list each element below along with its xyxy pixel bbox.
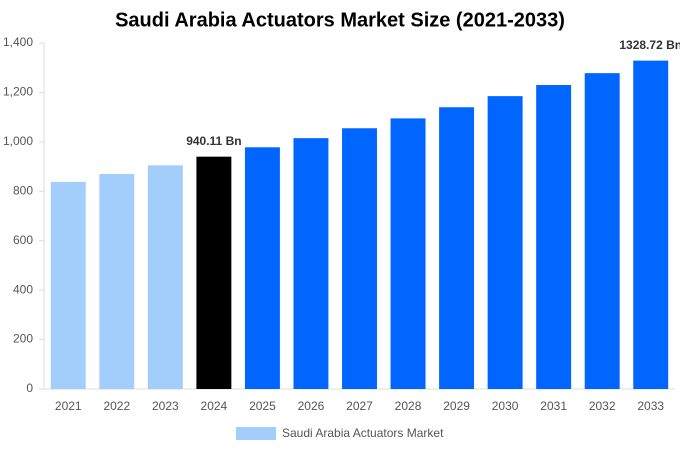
- bar: [536, 85, 572, 389]
- bar: [342, 128, 377, 389]
- value-label: 1328.72 Bn: [619, 38, 680, 52]
- bar: [439, 107, 475, 389]
- y-tick-label: 200: [13, 332, 33, 346]
- y-tick-label: 800: [13, 183, 33, 197]
- y-tick-label: 1,400: [3, 35, 33, 49]
- legend-label: Saudi Arabia Actuators Market: [282, 426, 444, 440]
- x-tick-label: 2024: [201, 399, 228, 413]
- x-tick-label: 2028: [395, 399, 422, 413]
- x-tick-label: 2032: [589, 399, 616, 413]
- bar: [633, 60, 669, 390]
- legend-swatch: [236, 427, 276, 440]
- y-tick-label: 1,200: [3, 85, 33, 99]
- x-tick-label: 2025: [249, 399, 276, 413]
- bar: [196, 156, 232, 389]
- x-tick-label: 2023: [152, 399, 179, 413]
- x-tick-label: 2027: [346, 399, 373, 413]
- x-tick-label: 2022: [103, 399, 130, 413]
- chart-title: Saudi Arabia Actuators Market Size (2021…: [115, 9, 565, 31]
- bar: [147, 165, 183, 389]
- y-tick-label: 400: [13, 282, 33, 296]
- y-tick-label: 0: [26, 381, 33, 395]
- bar: [99, 173, 135, 389]
- bar: [293, 138, 329, 389]
- x-tick-label: 2033: [637, 399, 664, 413]
- value-label: 940.11 Bn: [186, 134, 241, 148]
- bar: [244, 147, 280, 389]
- bar: [584, 73, 620, 389]
- y-tick-label: 600: [13, 233, 33, 247]
- x-tick-label: 2026: [298, 399, 325, 413]
- x-tick-label: 2021: [55, 399, 82, 413]
- bar: [487, 96, 523, 389]
- y-tick-label: 1,000: [3, 134, 33, 148]
- x-tick-label: 2030: [492, 399, 519, 413]
- x-tick-label: 2029: [443, 399, 470, 413]
- x-tick-label: 2031: [540, 399, 567, 413]
- bar: [390, 118, 426, 389]
- bar: [50, 181, 86, 389]
